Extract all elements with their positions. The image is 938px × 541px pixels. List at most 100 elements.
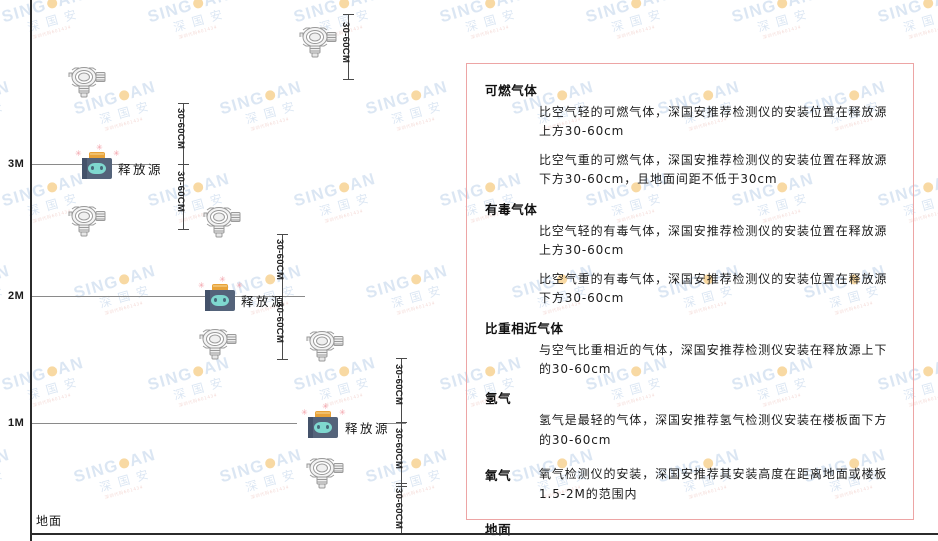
- watermark-brand-sing: SING: [291, 364, 341, 395]
- watermark-cn: 深国安: [243, 97, 303, 127]
- watermark-cn: 深国安: [97, 465, 157, 495]
- watermark-code: 深圳代码601434: [32, 392, 72, 409]
- watermark-code: 深圳代码601434: [32, 24, 72, 41]
- watermark-code: 深圳代码601434: [396, 484, 436, 501]
- watermark-brand-an: AN: [419, 261, 451, 287]
- watermark-brand-an: AN: [347, 0, 378, 10]
- source-face: [314, 422, 332, 433]
- watermark-brand-an: AN: [201, 0, 232, 10]
- watermark-brand-an: AN: [347, 353, 379, 379]
- watermark-cn: 深国安: [243, 465, 303, 495]
- section-toxic-gas: 有毒气体 比空气轻的有毒气体，深国安推荐检测仪的安装位置在释放源上方30-60cm…: [485, 199, 899, 309]
- sparkle-icon: ✳: [322, 402, 329, 411]
- watermark-code: 深圳代码601434: [104, 300, 144, 317]
- watermark-brand-an: AN: [127, 261, 159, 287]
- dimension-label: 30-60CM: [274, 239, 285, 281]
- level-label-3m: 3M: [8, 158, 25, 170]
- sparkle-icon: ✳: [96, 143, 103, 152]
- watermark-brand-sing: SING: [0, 0, 49, 27]
- gas-detector-icon: [300, 455, 352, 491]
- section-paragraph: 比空气轻的可燃气体，深国安推荐检测仪的安装位置在释放源上方30-60cm: [539, 105, 888, 139]
- watermark-brand-an: AN: [55, 0, 86, 10]
- watermark-dot-icon: [264, 457, 277, 470]
- watermark-code: 深圳代码601434: [396, 116, 436, 133]
- watermark-brand-sing: SING: [583, 0, 633, 27]
- watermark-dot-icon: [410, 457, 423, 470]
- watermark-brand-sing: SING: [363, 88, 413, 119]
- section-paragraph: 比空气轻的有毒气体，深国安推荐检测仪的安装位置在释放源上方30-60cm: [539, 223, 888, 258]
- watermark-code: 深圳代码601434: [178, 24, 218, 41]
- section-oxygen: 氧气 氧气检测仪的安装，深国安推荐其安装高度在距离地面或楼板1.5-2M的范围内: [485, 459, 899, 513]
- watermark-brand-sing: SING: [145, 180, 195, 211]
- dimension-label: 30-60CM: [393, 488, 404, 530]
- watermark-dot-icon: [46, 365, 59, 378]
- section-paragraph: 氧气检测仪的安装，深国安推荐其安装高度在距离地面或楼板1.5-2M的范围内: [539, 467, 888, 501]
- section-paragraph: 与空气比重相近的气体，深国安推荐检测仪安装在释放源上下的30-60cm: [539, 342, 888, 376]
- sparkle-icon: ✳: [75, 149, 82, 158]
- watermark-brand-an: AN: [931, 0, 938, 10]
- source-label-1m: 释放源: [345, 421, 391, 436]
- watermark-code: 深圳代码601434: [616, 24, 656, 41]
- watermark-brand-an: AN: [931, 169, 938, 195]
- dimension-label: 30-60CM: [175, 108, 186, 150]
- sparkle-icon: ✳: [113, 149, 120, 158]
- watermark-code: 深圳代码601434: [908, 24, 938, 41]
- section-hydrogen: 氢气 氢气是最轻的气体，深国安推荐氢气检测仪安装在楼板面下方的30-60cm: [485, 388, 899, 450]
- watermark-brand-sing: SING: [145, 0, 195, 27]
- dimension-label: 30-60CM: [393, 364, 404, 406]
- watermark-brand-sing: SING: [0, 364, 49, 395]
- watermark-dot-icon: [192, 0, 205, 10]
- gas-detector-icon: [293, 24, 345, 60]
- watermark-dot-icon: [338, 181, 351, 194]
- source-face: [88, 163, 106, 174]
- source-face: [211, 295, 229, 306]
- watermark-dot-icon: [46, 0, 59, 10]
- watermark-brand-sing: SING: [729, 0, 779, 27]
- watermark-brand-an: AN: [639, 0, 670, 10]
- axis-vertical-line: [30, 0, 32, 541]
- sparkle-icon: ✳: [339, 408, 346, 417]
- watermark-dot-icon: [630, 0, 643, 10]
- watermark-brand-an: AN: [127, 445, 159, 471]
- gas-detector-icon: [193, 326, 245, 362]
- watermark-code: 深圳代码601434: [324, 208, 364, 225]
- watermark-brand-sing: SING: [71, 272, 121, 303]
- watermark-brand-an: AN: [0, 261, 13, 287]
- watermark-cn: 深国安: [755, 5, 815, 35]
- watermark-cn: 深国安: [389, 281, 449, 311]
- section-heading: 氢气: [485, 391, 512, 407]
- watermark-dot-icon: [410, 273, 423, 286]
- watermark-brand-sing: SING: [363, 272, 413, 303]
- watermark-dot-icon: [922, 181, 935, 194]
- source-label-3m: 释放源: [118, 162, 164, 177]
- watermark-cn: 深国安: [609, 5, 669, 35]
- sparkle-icon: ✳: [219, 275, 226, 284]
- section-heading: 地面: [485, 522, 512, 538]
- section-paragraph: 比空气重的可燃气体，深国安推荐检测仪的安装位置在释放源下方30-60cm，且地面…: [539, 152, 888, 187]
- level-line-2m: [32, 296, 302, 297]
- ground-label: 地面: [36, 514, 63, 528]
- watermark-brand-an: AN: [273, 77, 305, 103]
- watermark-dot-icon: [264, 89, 277, 102]
- dimension-label: 30-60CM: [175, 171, 186, 213]
- watermark-brand-sing: SING: [437, 0, 487, 27]
- level-line-1m: [32, 423, 297, 424]
- release-source-icon: [306, 409, 340, 439]
- watermark-brand-an: AN: [419, 77, 451, 103]
- gas-detector-icon: [300, 328, 352, 364]
- watermark-brand-an: AN: [419, 445, 451, 471]
- section-heading: 比重相近气体: [485, 320, 564, 336]
